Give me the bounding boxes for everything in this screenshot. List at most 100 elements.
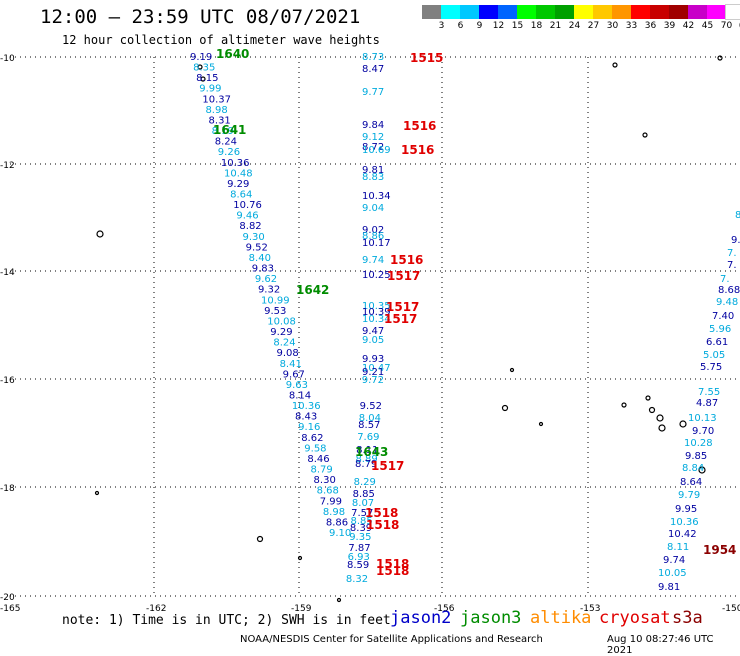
track1-value: 8.35 [193, 63, 215, 74]
track3-value: 8.68 [718, 285, 740, 296]
track2-value: 10.39 [362, 307, 391, 318]
lat-label: -18 [0, 484, 15, 494]
track1-value: 8.46 [307, 454, 329, 465]
track3-value: 8. [735, 210, 740, 221]
colorbar-label: 39 [663, 21, 676, 31]
lat-label: -10 [0, 54, 15, 64]
track1-value: 10.36 [292, 401, 321, 412]
colorbar-label: 21 [549, 21, 562, 31]
track1-value: 9.32 [258, 285, 280, 296]
track2-value: 7.69 [357, 432, 379, 443]
colorbar-label: 36 [644, 21, 657, 31]
colorbar-swatch [498, 5, 517, 19]
track3-value: 9.70 [692, 426, 714, 437]
track2-value: 9.81 [362, 165, 384, 176]
colorbar-label: 3 [438, 21, 445, 31]
colorbar-label: 15 [511, 21, 524, 31]
track2-value: 9.72 [362, 375, 384, 386]
island-outline [197, 64, 203, 70]
track2-value: 9.04 [362, 203, 384, 214]
track3-value: 4.87 [696, 398, 718, 409]
lon-label: -159 [291, 604, 312, 614]
colorbar-swatch [593, 5, 612, 19]
track3-value: 9. [731, 235, 740, 246]
track2-value: 8.89 [355, 454, 377, 465]
track1-value: 8.30 [314, 475, 336, 486]
track2-value: 10.47 [362, 363, 391, 374]
colorbar-label: 18 [530, 21, 543, 31]
colorbar-swatch [536, 5, 555, 19]
track1-value: 9.52 [246, 242, 268, 253]
track1-value: 9.53 [264, 306, 286, 317]
track1-value: 9.63 [286, 380, 308, 391]
track2-value: 8.79 [355, 459, 377, 470]
track3-value: 10.42 [668, 529, 697, 540]
altimeter-tracks: 9.198.358.159.9910.378.988.318.198.249.2… [190, 47, 740, 593]
legend-jason3: jason3 [460, 608, 522, 628]
track1-value: 9.46 [236, 211, 258, 222]
track1-value: 8.14 [289, 390, 311, 401]
track3-value: 10.36 [670, 517, 699, 528]
track2-value: 8.59 [347, 560, 369, 571]
island-outline [656, 414, 664, 422]
track2-value: 8.85 [350, 516, 372, 527]
colorbar-swatch [669, 5, 688, 19]
colorbar-swatch [631, 5, 650, 19]
credit-line: NOAA/NESDIS Center for Satellite Applica… [240, 634, 543, 645]
track-label: 1517 [387, 269, 420, 283]
track2-value: 9.12 [362, 132, 384, 143]
track1-value: 9.29 [227, 179, 249, 190]
track2-value: 9.93 [362, 354, 384, 365]
track1-value: 8.19 [212, 126, 234, 137]
islands [94, 55, 723, 603]
track1-value: 10.99 [261, 295, 290, 306]
track3-value: 5.05 [703, 350, 725, 361]
legend-s3a: s3a [672, 608, 703, 628]
track1-value: 9.83 [252, 264, 274, 275]
track-label: 1641 [213, 123, 246, 137]
grid-lines [10, 56, 740, 597]
track3-value: 7. [727, 248, 737, 259]
island-outline [648, 406, 656, 414]
lon-label: -150 [722, 604, 740, 614]
track3-value: 9.81 [658, 582, 680, 593]
colorbar-label: 70 [720, 21, 733, 31]
track2-value: 10.25 [362, 270, 391, 281]
track2-value: 8.72 [362, 142, 384, 153]
axis-labels: -10 -12 -14 -16 -18 -20-165 -162 -159 -156 -153 -1… [0, 54, 740, 614]
track3-value: 5.75 [700, 362, 722, 373]
track1-value: 9.26 [218, 147, 240, 158]
colorbar-swatch [650, 5, 669, 19]
track1-value: 10.76 [233, 200, 262, 211]
island-outline [645, 395, 651, 401]
track-label: 1517 [386, 300, 419, 314]
colorbar-swatch [707, 5, 726, 19]
lon-label: -153 [580, 604, 600, 614]
track1-value: 8.62 [301, 433, 323, 444]
island-outline [501, 404, 509, 412]
colorbar-swatch [688, 5, 707, 19]
track3-value: 6.61 [706, 337, 728, 348]
track-label: 1515 [410, 51, 443, 65]
track3-value: 8.11 [667, 542, 689, 553]
colorbar-swatch [460, 5, 479, 19]
track2-value: 7.57 [351, 508, 373, 519]
island-outline [297, 555, 303, 561]
track2-value: 8.07 [352, 498, 374, 509]
track2-value: 10.35 [362, 301, 391, 312]
track1-value: 10.48 [224, 168, 253, 179]
track3-value: 9.48 [716, 297, 738, 308]
island-outline [200, 76, 206, 82]
colorbar-label: 6 [457, 21, 464, 31]
track1-value: 8.79 [310, 465, 332, 476]
track-label: 1516 [403, 119, 436, 133]
lon-label: -156 [434, 604, 455, 614]
track2-value: 9.21 [362, 367, 384, 378]
track2-value: 8.29 [354, 477, 376, 488]
track3-value: 7.40 [712, 311, 734, 322]
track1-value: 9.62 [255, 274, 277, 285]
track1-value: 8.24 [215, 137, 237, 148]
track1-value: 8.24 [273, 338, 295, 349]
track1-value: 9.08 [276, 348, 298, 359]
footer-note: note: 1) Time is in UTC; 2) SWH is in fe… [62, 613, 391, 628]
